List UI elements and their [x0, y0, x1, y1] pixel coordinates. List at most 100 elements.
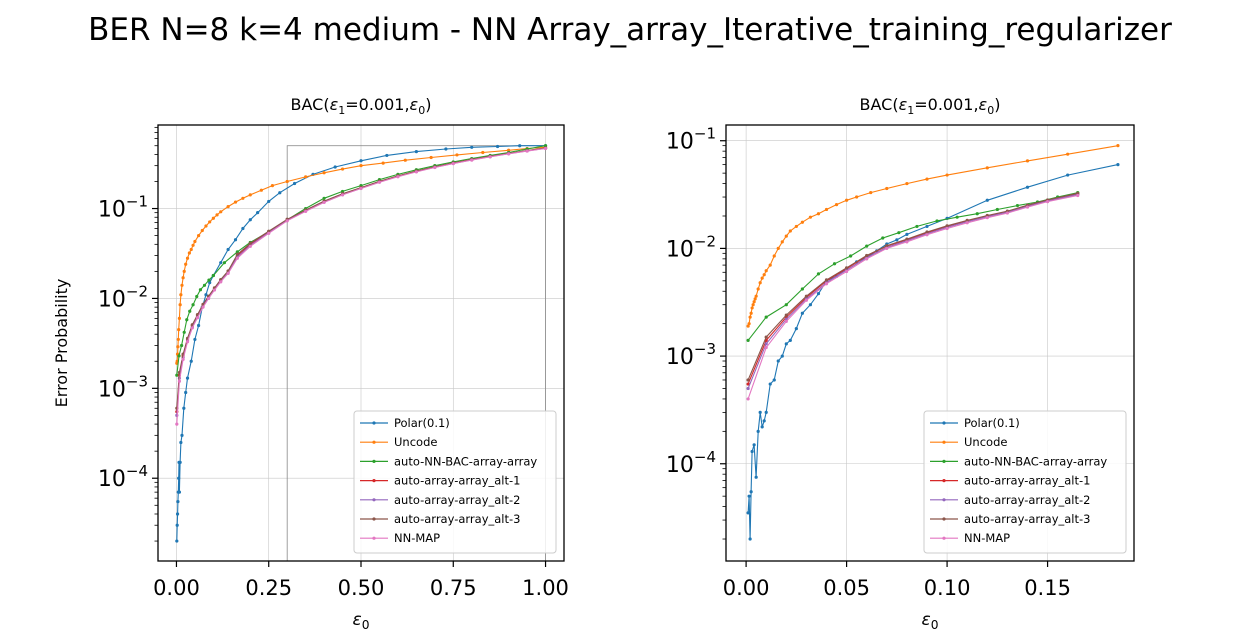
y-tick-label: 10−3	[98, 372, 148, 402]
data-point	[808, 303, 813, 307]
data-point	[754, 475, 758, 479]
data-point	[788, 229, 792, 233]
data-point	[905, 232, 909, 236]
data-point	[1066, 152, 1070, 156]
y-tick-label: 10−4	[666, 448, 716, 478]
data-point	[488, 155, 492, 159]
data-point	[207, 278, 211, 282]
data-point	[746, 382, 750, 386]
data-point	[285, 179, 289, 184]
data-point	[750, 449, 754, 454]
y-tick-label: 10−2	[666, 232, 716, 262]
legend-label: auto-array-array_alt-1	[394, 474, 520, 488]
data-point	[772, 254, 776, 258]
data-point	[175, 373, 179, 377]
data-point	[543, 144, 548, 148]
legend-frame	[353, 410, 557, 554]
data-point	[865, 257, 869, 261]
data-point	[235, 250, 239, 254]
data-point	[195, 294, 199, 299]
data-point	[764, 269, 768, 273]
data-point	[752, 300, 756, 304]
data-point	[177, 354, 181, 358]
subplot-title: BAC(ε1=0.001,ε0)	[860, 95, 1001, 117]
x-tick-label: 0.50	[338, 576, 385, 600]
data-point	[816, 272, 821, 276]
data-point	[176, 499, 180, 504]
data-point	[185, 318, 189, 322]
y-tick-label: 10−4	[98, 462, 148, 492]
data-point	[455, 153, 459, 157]
data-point	[985, 216, 989, 220]
data-point	[219, 210, 223, 214]
data-point	[800, 287, 804, 291]
data-point	[749, 490, 753, 494]
y-tick-label: 10−3	[666, 340, 716, 370]
data-point	[746, 324, 750, 328]
data-point	[322, 200, 326, 205]
data-point	[746, 386, 750, 391]
data-point	[824, 207, 829, 212]
data-point	[945, 224, 949, 228]
legend-frame	[923, 410, 1127, 554]
legend-label: Polar(0.1)	[964, 416, 1020, 430]
legend-label: auto-array-array_alt-3	[964, 512, 1090, 526]
data-point	[191, 303, 195, 307]
data-point	[481, 150, 485, 155]
data-point	[180, 283, 184, 287]
data-point	[470, 158, 474, 162]
data-point	[780, 354, 784, 358]
data-point	[749, 311, 753, 315]
x-tick-label: 0.75	[430, 576, 477, 600]
data-point	[975, 212, 979, 216]
legend-label: auto-array-array_alt-3	[394, 512, 520, 526]
data-point	[359, 164, 363, 168]
data-point	[1025, 185, 1030, 189]
data-point	[855, 195, 859, 199]
series-line-auto-array-array_alt-2	[747, 194, 1078, 389]
data-point	[905, 237, 909, 241]
legend-marker	[942, 421, 946, 425]
data-point	[762, 419, 766, 423]
data-point	[198, 288, 203, 292]
data-point	[751, 303, 755, 307]
data-point	[248, 241, 252, 245]
data-point	[202, 283, 207, 287]
data-point	[233, 238, 238, 242]
x-tick-label: 0.00	[723, 576, 770, 600]
legend-marker	[372, 459, 376, 463]
series-group	[175, 144, 548, 543]
data-point	[780, 240, 784, 244]
data-point	[259, 188, 263, 192]
data-point	[235, 256, 239, 260]
data-point	[747, 322, 751, 326]
data-point	[184, 262, 188, 266]
data-point	[270, 184, 275, 188]
data-point	[182, 269, 186, 273]
x-tick-label: 0.25	[245, 576, 292, 600]
data-point	[181, 276, 185, 280]
data-point	[844, 198, 849, 202]
data-point	[800, 311, 804, 315]
data-point	[816, 292, 821, 296]
data-point	[794, 326, 798, 331]
data-point	[241, 226, 245, 231]
data-point	[206, 296, 211, 301]
data-point	[182, 330, 186, 334]
data-point	[212, 288, 217, 292]
legend-label: Uncode	[964, 435, 1007, 449]
data-point	[444, 147, 448, 151]
data-point	[433, 165, 437, 170]
y-tick-label: 10−1	[98, 193, 148, 223]
data-point	[182, 406, 186, 410]
data-point	[177, 476, 181, 480]
data-point	[340, 189, 345, 194]
data-point	[211, 273, 215, 278]
data-point	[175, 422, 179, 426]
data-point	[935, 219, 939, 223]
data-point	[784, 319, 788, 323]
series-line-auto-array-array_alt-3	[747, 192, 1078, 381]
data-point	[764, 345, 768, 350]
data-point	[764, 335, 768, 339]
legend-label: auto-NN-BAC-array-array	[964, 454, 1107, 468]
